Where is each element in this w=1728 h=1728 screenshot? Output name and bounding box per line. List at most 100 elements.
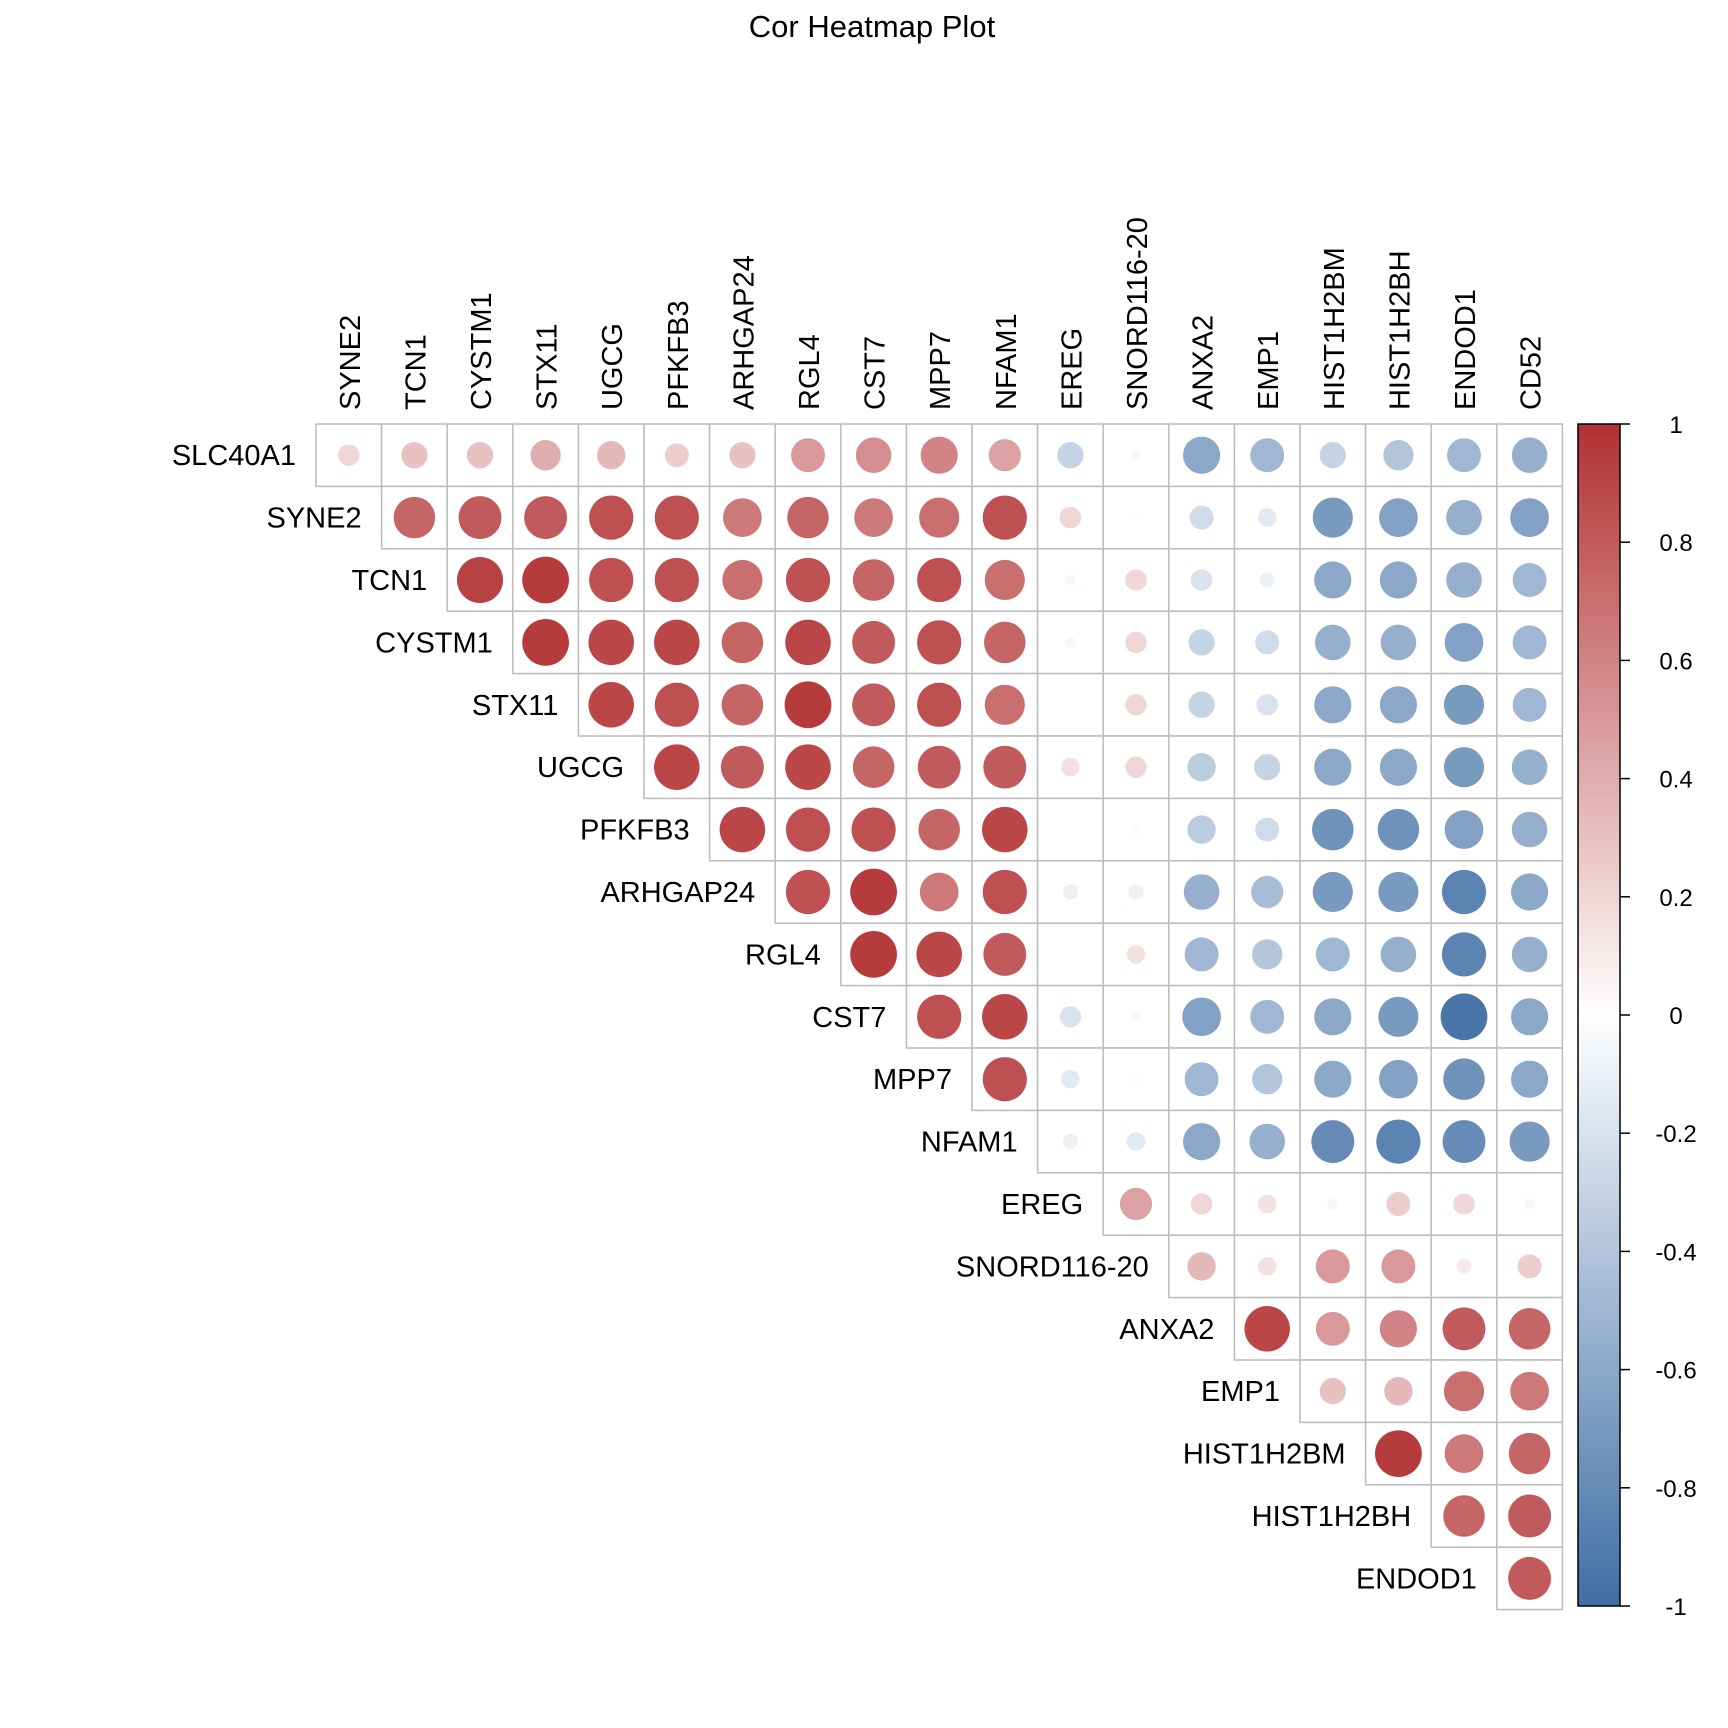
correlation-circle xyxy=(917,620,962,665)
correlation-circle xyxy=(1319,1378,1346,1405)
row-label-endod1: ENDOD1 xyxy=(1356,1563,1477,1595)
correlation-circle xyxy=(1380,936,1417,973)
correlation-circle xyxy=(1508,1432,1551,1475)
correlation-circle xyxy=(393,496,436,539)
correlation-circle xyxy=(1375,1430,1422,1477)
correlation-circle xyxy=(1314,561,1352,599)
correlation-circle xyxy=(1315,937,1350,972)
correlation-circle xyxy=(1062,884,1078,900)
correlation-circle xyxy=(982,869,1027,915)
correlation-circle xyxy=(1517,1254,1542,1279)
correlation-circle xyxy=(654,495,699,540)
correlation-circle xyxy=(1508,1494,1552,1538)
correlation-circle xyxy=(723,498,762,537)
correlation-circle xyxy=(1188,691,1215,718)
correlation-circle xyxy=(1377,808,1420,851)
correlation-circle xyxy=(719,806,766,853)
correlation-circle xyxy=(1508,1308,1551,1350)
row-label-tcn1: TCN1 xyxy=(351,565,427,597)
correlation-circle xyxy=(1119,1187,1153,1221)
correlation-circle xyxy=(1256,694,1278,716)
correlation-circle xyxy=(850,931,897,978)
col-label-ugcg: UGCG xyxy=(597,323,629,410)
correlation-circle xyxy=(1453,1193,1475,1215)
chart-title: Cor Heatmap Plot xyxy=(749,9,996,44)
correlation-circle xyxy=(597,441,626,470)
correlation-circle xyxy=(1315,624,1351,661)
heatmap-cell xyxy=(1036,672,1104,737)
row-label-pfkfb3: PFKFB3 xyxy=(580,815,690,847)
correlation-circle xyxy=(1379,561,1417,599)
correlation-circle xyxy=(1384,1377,1413,1406)
correlation-circle xyxy=(1254,754,1281,781)
row-label-ereg: EREG xyxy=(1001,1189,1083,1221)
colorbar-tick-label: 0.2 xyxy=(1659,885,1692,912)
correlation-circle xyxy=(988,439,1021,472)
correlation-circle xyxy=(984,684,1025,725)
correlation-circle xyxy=(1190,1193,1213,1215)
heatmap-cell xyxy=(1102,1172,1170,1237)
correlation-circle xyxy=(918,808,960,851)
correlation-circle xyxy=(722,559,763,601)
correlation-circle xyxy=(1511,749,1548,785)
correlation-circle xyxy=(1183,436,1221,474)
row-labels: SLC40A1 SYNE2 TCN1 CYSTM1 STX11 UGCG PFKFB3 ARH… xyxy=(172,440,1477,1595)
col-label-cystm1: CYSTM1 xyxy=(466,292,498,410)
correlation-circle xyxy=(1379,498,1418,537)
correlation-circle xyxy=(401,442,428,469)
correlation-circle xyxy=(589,557,634,603)
correlation-circle xyxy=(654,682,699,727)
heatmap-cell xyxy=(1036,922,1104,987)
correlation-circle xyxy=(1379,686,1417,724)
heatmap-cell xyxy=(774,423,842,488)
correlation-circle xyxy=(1508,1556,1552,1600)
correlation-circle xyxy=(1444,1434,1484,1473)
correlation-circle xyxy=(1065,637,1076,648)
correlation-circle xyxy=(852,683,896,727)
correlation-circle xyxy=(1125,694,1147,716)
colorbar: 1 0.8 0.6 0.4 0.2 0 -0.2 -0.4 -0.6 -0.8 -1 xyxy=(1577,412,1697,1621)
correlation-circle xyxy=(720,745,764,789)
correlation-circle xyxy=(1378,996,1419,1037)
heatmap-cell xyxy=(1496,1296,1564,1361)
correlation-circle xyxy=(785,744,831,790)
heatmap-cell xyxy=(1036,797,1104,862)
correlation-circle xyxy=(982,495,1027,540)
correlation-circle xyxy=(1062,1134,1078,1150)
correlation-circle xyxy=(1311,1120,1355,1164)
correlation-circle xyxy=(1126,945,1146,964)
correlation-circle xyxy=(1524,1198,1535,1210)
correlation-circle xyxy=(1059,1006,1082,1028)
correlation-circle xyxy=(522,556,569,604)
col-label-emp1: EMP1 xyxy=(1253,331,1285,410)
correlation-circle xyxy=(1379,1310,1417,1348)
correlation-circle xyxy=(1130,449,1142,461)
correlation-circle xyxy=(920,436,958,474)
correlation-circle xyxy=(1252,939,1283,970)
correlation-circle xyxy=(1446,499,1482,536)
correlation-circle xyxy=(1132,514,1140,521)
col-label-mpp7: MPP7 xyxy=(925,331,957,410)
correlation-circle xyxy=(1443,1058,1485,1100)
correlation-circle xyxy=(1312,808,1354,851)
colorbar-tick-label: 0.8 xyxy=(1659,530,1692,557)
row-label-anxa2: ANXA2 xyxy=(1119,1314,1214,1346)
correlation-circle xyxy=(1255,630,1280,655)
correlation-circle xyxy=(1250,999,1285,1034)
correlation-circle xyxy=(1315,1249,1350,1284)
correlation-circle xyxy=(917,682,962,727)
correlation-circle xyxy=(1444,623,1484,662)
correlation-circle xyxy=(588,682,634,728)
correlation-circle xyxy=(1379,1059,1418,1099)
col-label-cst7: CST7 xyxy=(860,336,892,410)
correlation-circle xyxy=(1442,1120,1486,1164)
colorbar-gradient xyxy=(1577,423,1621,1607)
correlation-circle xyxy=(919,872,959,912)
row-label-syne2: SYNE2 xyxy=(266,503,361,535)
correlation-circle xyxy=(1183,1123,1221,1161)
correlation-circle xyxy=(919,497,960,538)
correlation-circle xyxy=(850,868,897,916)
correlation-circle xyxy=(852,620,896,664)
correlation-circle xyxy=(1512,563,1547,597)
